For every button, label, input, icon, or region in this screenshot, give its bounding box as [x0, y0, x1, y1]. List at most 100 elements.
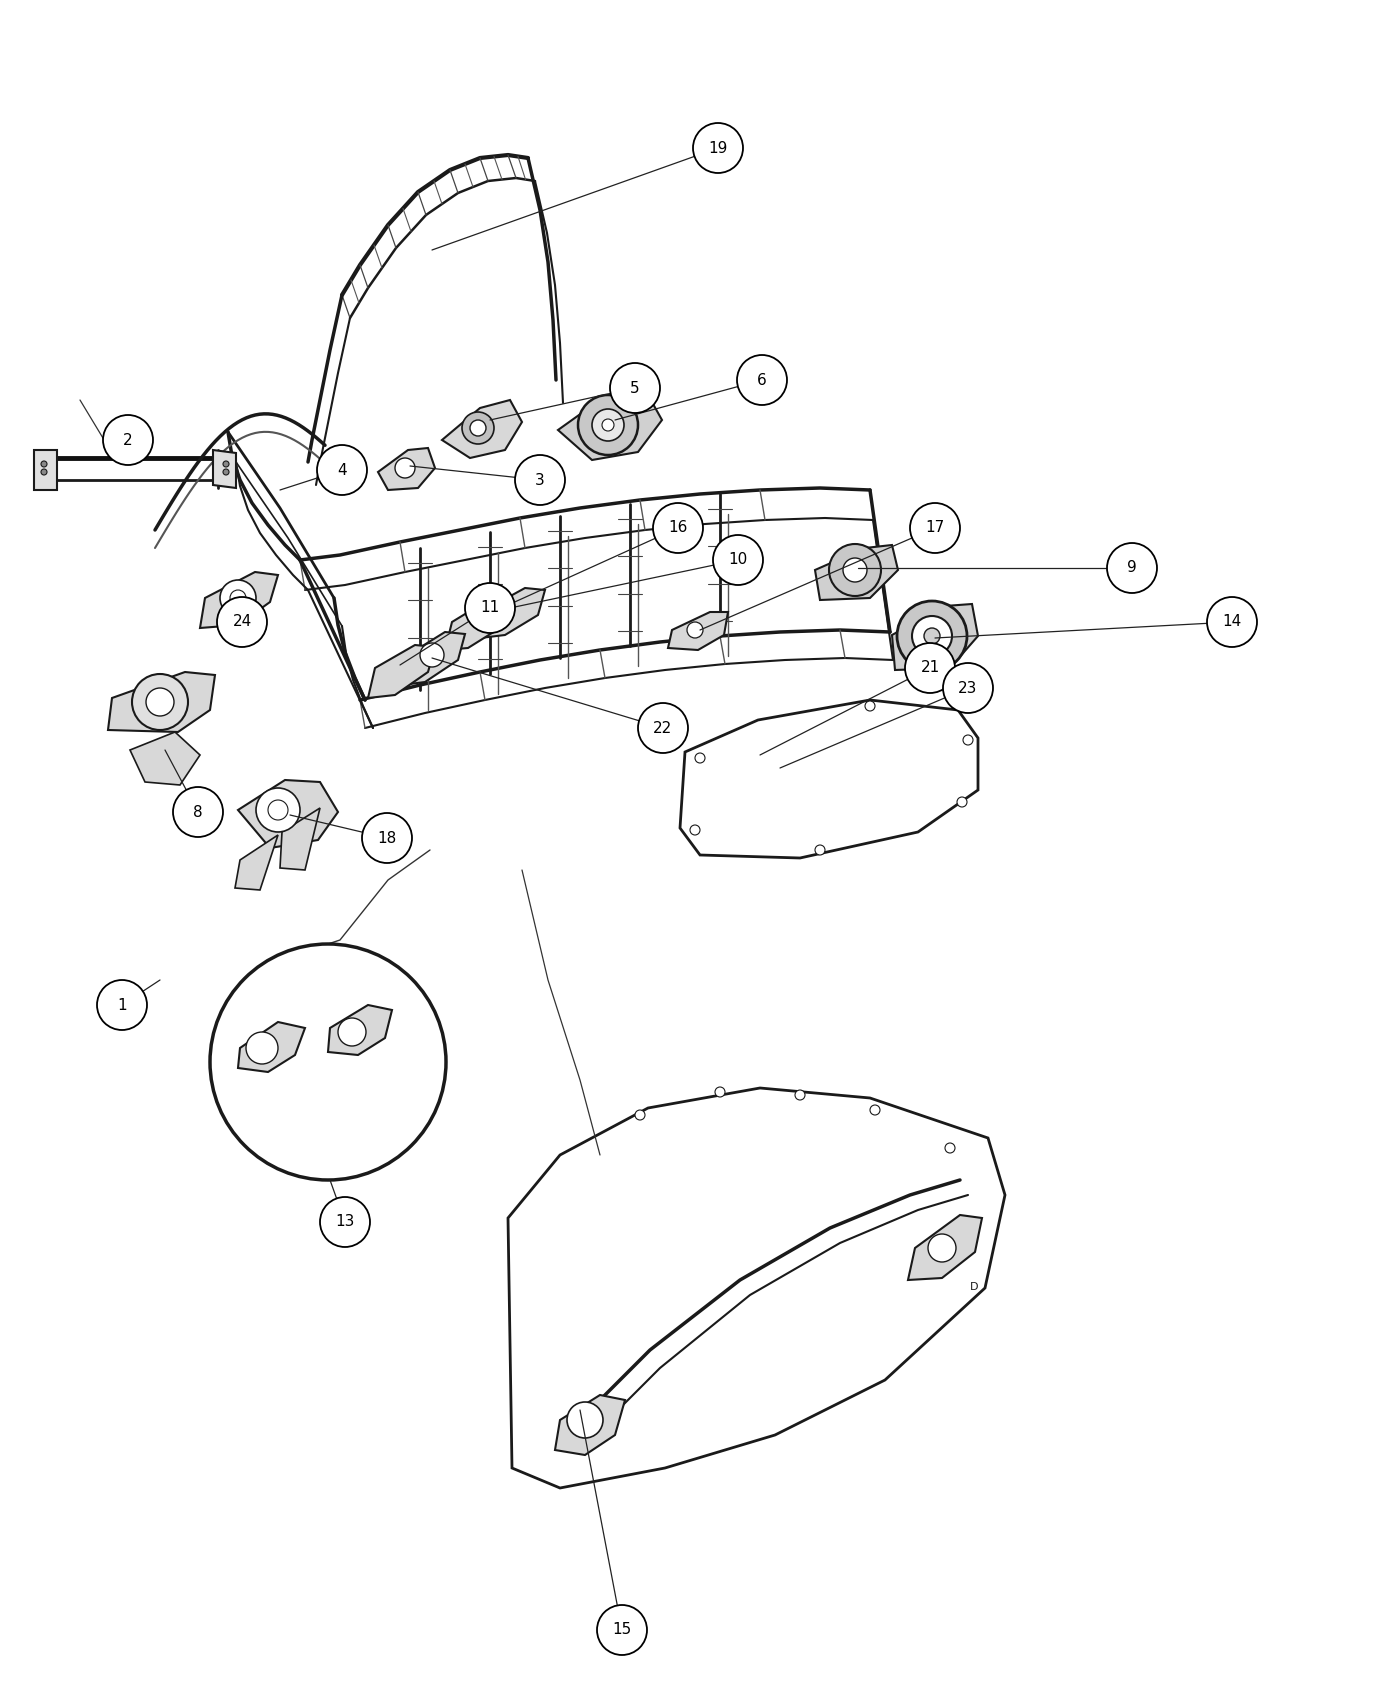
Polygon shape [554, 1396, 624, 1455]
Polygon shape [680, 700, 979, 858]
Circle shape [465, 583, 515, 632]
Polygon shape [402, 632, 465, 685]
Polygon shape [238, 780, 337, 848]
Circle shape [795, 1090, 805, 1100]
Circle shape [602, 418, 615, 432]
Circle shape [958, 797, 967, 808]
Circle shape [690, 824, 700, 835]
Polygon shape [368, 644, 435, 699]
Circle shape [220, 580, 256, 615]
Circle shape [843, 558, 867, 581]
Circle shape [694, 753, 706, 763]
Polygon shape [130, 733, 200, 785]
Circle shape [246, 1032, 279, 1064]
Circle shape [97, 979, 147, 1030]
Circle shape [687, 622, 703, 638]
Circle shape [462, 411, 494, 444]
Circle shape [897, 602, 967, 672]
Polygon shape [668, 612, 728, 649]
Text: 8: 8 [193, 804, 203, 819]
Circle shape [515, 456, 566, 505]
Circle shape [1107, 542, 1156, 593]
Polygon shape [280, 808, 321, 870]
Text: 1: 1 [118, 998, 127, 1013]
Text: 19: 19 [708, 141, 728, 155]
Circle shape [829, 544, 881, 597]
Polygon shape [378, 449, 435, 490]
Circle shape [363, 813, 412, 864]
Text: 17: 17 [925, 520, 945, 536]
Circle shape [41, 469, 48, 474]
Circle shape [944, 663, 993, 712]
Polygon shape [213, 450, 237, 488]
Polygon shape [200, 571, 279, 627]
Polygon shape [909, 1216, 981, 1280]
Circle shape [596, 1605, 647, 1656]
Text: 3: 3 [535, 473, 545, 488]
Circle shape [578, 394, 638, 456]
Text: 9: 9 [1127, 561, 1137, 576]
Circle shape [316, 445, 367, 495]
Circle shape [638, 704, 687, 753]
Circle shape [693, 122, 743, 173]
Text: 10: 10 [728, 552, 748, 568]
Polygon shape [445, 600, 508, 649]
Circle shape [223, 469, 230, 474]
Circle shape [104, 415, 153, 466]
Polygon shape [892, 604, 979, 670]
Circle shape [174, 787, 223, 836]
Polygon shape [108, 672, 216, 733]
Circle shape [470, 420, 486, 435]
Polygon shape [235, 835, 279, 891]
Text: 21: 21 [920, 661, 939, 675]
Polygon shape [442, 400, 522, 457]
Text: 5: 5 [630, 381, 640, 396]
Circle shape [945, 1142, 955, 1153]
Text: 23: 23 [959, 680, 977, 695]
Circle shape [636, 1110, 645, 1120]
Circle shape [217, 597, 267, 648]
Circle shape [910, 503, 960, 552]
Circle shape [928, 1234, 956, 1261]
Text: 2: 2 [123, 432, 133, 447]
Polygon shape [480, 588, 545, 638]
Circle shape [652, 503, 703, 552]
Circle shape [869, 1105, 881, 1115]
Text: 22: 22 [654, 721, 672, 736]
Circle shape [132, 673, 188, 729]
Polygon shape [328, 1005, 392, 1056]
Polygon shape [815, 546, 897, 600]
Text: 15: 15 [612, 1622, 631, 1637]
Circle shape [1207, 597, 1257, 648]
Circle shape [963, 734, 973, 745]
Text: 6: 6 [757, 372, 767, 388]
Circle shape [420, 643, 444, 666]
Circle shape [815, 845, 825, 855]
Circle shape [567, 1402, 603, 1438]
Text: 4: 4 [337, 462, 347, 478]
Circle shape [337, 1018, 365, 1046]
Circle shape [610, 364, 659, 413]
Circle shape [904, 643, 955, 694]
Text: 16: 16 [668, 520, 687, 536]
Text: 14: 14 [1222, 614, 1242, 629]
Circle shape [395, 457, 414, 478]
Polygon shape [508, 1088, 1005, 1488]
Circle shape [41, 461, 48, 468]
Circle shape [715, 1086, 725, 1096]
Polygon shape [238, 1022, 305, 1073]
Text: D: D [970, 1282, 979, 1292]
Circle shape [924, 627, 939, 644]
Polygon shape [559, 394, 662, 461]
Polygon shape [34, 450, 57, 490]
Text: 13: 13 [336, 1214, 354, 1229]
Text: 18: 18 [378, 831, 396, 845]
Text: 24: 24 [232, 614, 252, 629]
Circle shape [321, 1197, 370, 1248]
Circle shape [713, 536, 763, 585]
Circle shape [146, 688, 174, 716]
Circle shape [256, 789, 300, 831]
Circle shape [210, 944, 447, 1180]
Circle shape [223, 461, 230, 468]
Circle shape [865, 700, 875, 711]
